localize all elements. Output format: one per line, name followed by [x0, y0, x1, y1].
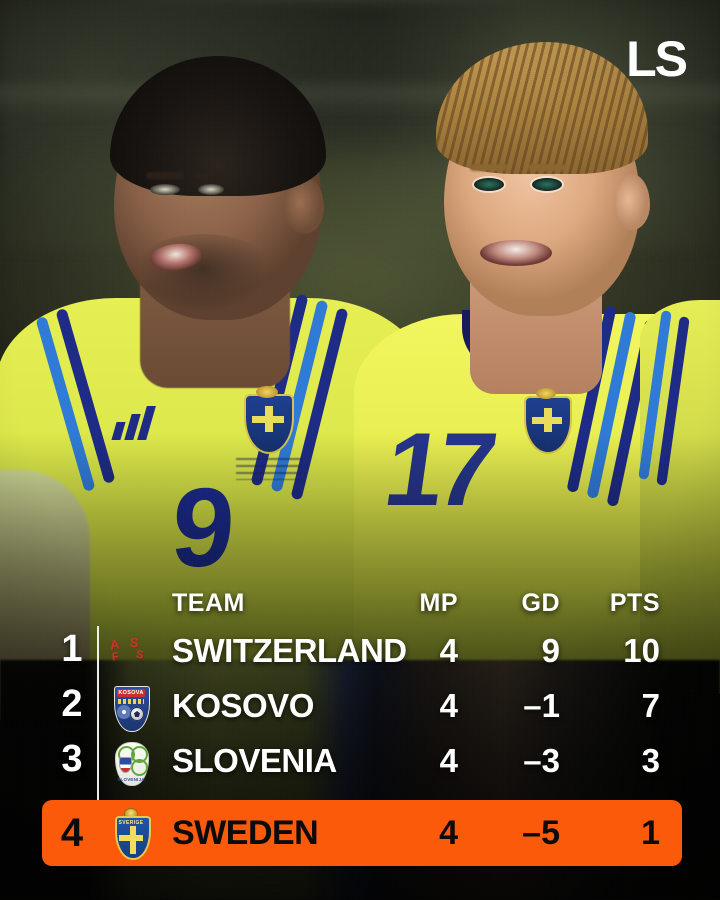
row-gd: –3: [523, 742, 560, 779]
column-header-gd: GD: [521, 589, 560, 617]
sweden-crest: SVERIGE: [106, 808, 156, 860]
row-gd: –5: [522, 814, 560, 852]
column-header-pts: PTS: [609, 589, 660, 617]
row-team-name: SWEDEN: [172, 814, 319, 852]
row-team-name: KOSOVO: [172, 687, 314, 724]
row-gd: 9: [541, 632, 560, 669]
row-mp: 4: [439, 742, 458, 779]
row-pts: 1: [641, 814, 660, 852]
table-left-divider: [97, 626, 99, 802]
row-mp: 4: [439, 814, 458, 852]
row-gd: –1: [523, 687, 560, 724]
row-pts: 10: [623, 632, 660, 669]
table-row-highlighted[interactable]: 4 SVERIGE SWEDEN 4 –5 1: [0, 800, 720, 866]
row-rank: 1: [61, 628, 83, 670]
row-rank: 3: [61, 738, 83, 780]
livescore-logo: LS: [626, 31, 688, 87]
kosovo-crest: KOSOVA: [106, 683, 156, 733]
column-header-team: TEAM: [172, 589, 245, 617]
row-pts: 7: [641, 687, 660, 724]
row-team-name: SWITZERLAND: [172, 632, 407, 669]
row-pts: 3: [641, 742, 660, 779]
slovenia-crest: SLOVENIJA: [106, 738, 156, 788]
sweden-crest-caption: SVERIGE: [118, 820, 144, 826]
table-header-row: TEAM MP GD PTS: [0, 580, 720, 626]
row-team-name: SLOVENIA: [172, 742, 337, 779]
column-header-mp: MP: [419, 589, 458, 617]
row-mp: 4: [439, 687, 458, 724]
row-rank: 2: [61, 683, 83, 725]
table-row[interactable]: 3 SLOVENIJA SLOVENIA 4 –3 3: [0, 736, 720, 791]
kosovo-crest-banner: KOSOVA: [118, 690, 144, 696]
slovenia-crest-caption: SLOVENIJA: [117, 776, 145, 782]
row-mp: 4: [439, 632, 458, 669]
table-row[interactable]: 2 KOSOVA KOSOVO 4 –1 7: [0, 681, 720, 736]
row-rank: 4: [60, 811, 84, 855]
